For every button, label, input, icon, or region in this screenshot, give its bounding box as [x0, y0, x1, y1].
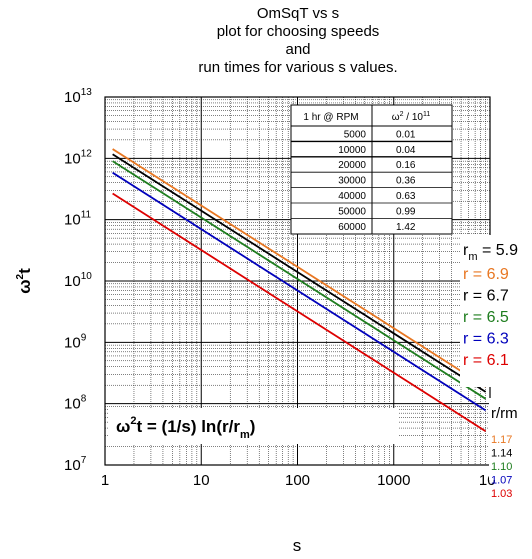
ratio-legend: r/rm 1.17 1.141.10 1.071.03	[489, 398, 531, 500]
table-cell-rpm: 30000	[338, 176, 366, 187]
chart-title-line-3: and	[285, 41, 310, 58]
ratio-item-3: 1.10	[491, 461, 512, 473]
x-tick-label-2: 10	[193, 472, 210, 489]
y-tick-labels: 107 108 109 1010 1011 1012 1013	[64, 87, 92, 474]
y-tick-label-2: 108	[64, 394, 87, 413]
ratio-item-4: 1.07	[491, 475, 512, 487]
series-line-5	[112, 192, 487, 432]
data-table: 1 hr @ RPM ω2 / 1011 5000 0.01 10000 0.04 20…	[290, 104, 453, 235]
legend-item-5: r = 6.1	[463, 352, 509, 369]
legend-items: r = 6.9 r = 6.7 r = 6.5 r = 6.3 r = 6.1	[463, 266, 509, 369]
table-cell-rpm: 20000	[338, 160, 366, 171]
table-cell-rpm: 10000	[338, 145, 366, 156]
table-cell-rpm: 5000	[344, 129, 367, 140]
table-header-omega: ω2 / 1011	[392, 111, 431, 123]
table-cell-omega: 0.99	[396, 206, 416, 217]
table-rows: 5000 0.01 10000 0.04 20000 0.16 30000 0.36 40000…	[291, 129, 452, 233]
legend-header: rm = 5.9	[463, 242, 518, 263]
formula-text: ω2t = (1/s) ln(r/rm)	[116, 415, 255, 441]
chart-title-line-1: OmSqT vs s	[257, 5, 339, 22]
y-tick-label-1: 107	[64, 455, 87, 474]
ratio-legend-background	[489, 398, 531, 480]
series-line-3	[112, 160, 487, 400]
x-tick-labels: 1101001000104	[101, 470, 502, 489]
table-cell-omega: 0.01	[396, 129, 416, 140]
y-axis-label: ω2t	[15, 268, 34, 294]
chart-title-line-2: plot for choosing speeds	[217, 23, 380, 40]
legend-item-3: r = 6.5	[463, 309, 509, 326]
table-cell-omega: 0.16	[396, 160, 416, 171]
series-line-1	[112, 148, 487, 388]
formula-box: ω2t = (1/s) ln(r/rm)	[108, 408, 398, 444]
table-header-rpm: 1 hr @ RPM	[303, 112, 358, 123]
y-tick-label-7: 1013	[64, 87, 92, 106]
formula-background	[108, 408, 398, 444]
y-tick-label-4: 1010	[64, 271, 92, 290]
ratio-item-1: 1.17	[491, 434, 512, 446]
table-cell-rpm: 60000	[338, 222, 366, 233]
table-cell-omega: 1.42	[396, 222, 416, 233]
series-lines	[112, 148, 487, 432]
series-line-4	[112, 171, 487, 412]
legend: rm = 5.9 r = 6.9r = 6.7r = 6.5r = 6.3r =…	[460, 235, 530, 387]
x-axis-label: s	[293, 536, 302, 555]
legend-item-4: r = 6.3	[463, 331, 509, 348]
ratio-item-5: 1.03	[491, 488, 512, 500]
y-tick-label-3: 109	[64, 332, 87, 351]
series-line-2	[112, 153, 487, 393]
x-tick-label-3: 100	[285, 472, 310, 489]
x-tick-label-4: 1000	[377, 472, 410, 489]
legend-item-1: r = 6.9	[463, 266, 509, 283]
legend-item-2: r = 6.7	[463, 288, 509, 305]
chart-title-line-4: run times for various s values.	[198, 59, 397, 76]
legend-background	[460, 235, 530, 387]
x-tick-label-1: 1	[101, 472, 109, 489]
ratio-item-2: 1.14	[491, 448, 512, 460]
table-cell-rpm: 40000	[338, 191, 366, 202]
ratio-legend-header: r/rm	[491, 405, 518, 422]
y-tick-label-5: 1011	[64, 210, 92, 229]
table-cell-omega: 0.04	[396, 145, 416, 156]
table-cell-rpm: 50000	[338, 206, 366, 217]
y-tick-label-6: 1012	[64, 148, 92, 167]
table-cell-omega: 0.36	[396, 176, 416, 187]
ratio-items: 1.17 1.141.10 1.071.03	[491, 434, 512, 500]
table-cell-omega: 0.63	[396, 191, 416, 202]
